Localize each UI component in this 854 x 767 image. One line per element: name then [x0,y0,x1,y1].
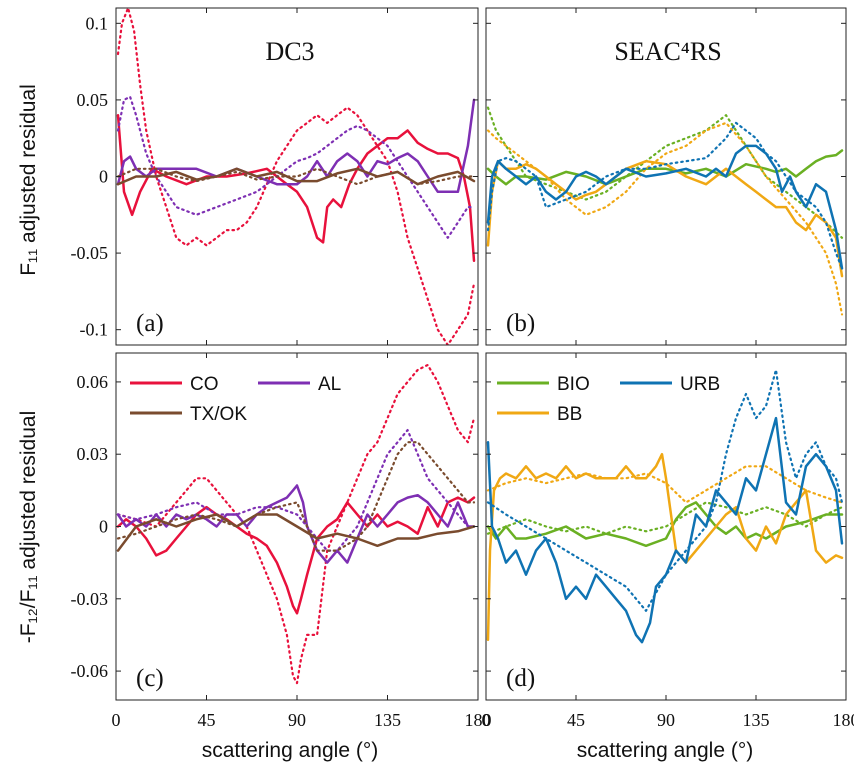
panel-a: -0.1 -0.05 0 0.05 0.1 DC3 (a) [71,7,479,346]
panel-c: 0 45 90 135 180 -0.06 -0.03 0 0.03 0.06 (c) CO AL TX/… [71,352,492,730]
y-tick-label: 0.1 [86,13,109,33]
y-tick-label: -0.06 [71,661,109,681]
x-tick-label: 135 [743,710,770,730]
y-axis-label-bottom: -F₁₂/F₁₁ adjusted residual [17,411,40,644]
series-bb-solid [486,452,844,642]
panel-title: SEAC⁴RS [614,37,721,66]
plot-area [486,368,844,644]
legend-label: URB [680,374,720,395]
plot-area [116,8,476,345]
x-tick-label: 45 [198,710,216,730]
series-urb-dotted [486,121,844,270]
series-bb-solid [486,159,844,278]
x-tick-label: 45 [567,710,585,730]
y-tick-label: 0.06 [77,372,109,392]
legend-label: AL [318,374,341,395]
x-tick-label: 0 [482,710,491,730]
series-tx-ok-dotted [116,167,476,186]
panel-label: (a) [136,310,164,337]
y-tick-label: 0.03 [77,444,109,464]
panel-d: 0 45 90 135 180 (d) BIO URB BB [482,352,854,730]
series-bio-dotted [486,501,844,535]
legend-label: TX/OK [190,404,247,425]
panel-title: DC3 [265,37,314,66]
series-tx-ok-solid [116,167,476,186]
y-axis-label-top: F₁₁ adjusted residual [17,84,40,276]
y-tick-label: -0.05 [71,243,109,263]
panel-label: (b) [506,310,535,337]
panel-b: SEAC⁴RS (b) [485,7,847,346]
series-co-dotted [116,8,476,345]
series-al-dotted [116,95,476,239]
series-bio-dotted [486,106,844,239]
x-tick-label: 135 [374,710,401,730]
series-urb-solid [486,144,844,270]
legend-label: BB [557,404,582,425]
y-tick-label: -0.1 [80,320,109,340]
series-bio-solid [486,501,844,548]
plot-area [116,363,476,685]
x-tick-label: 180 [465,710,492,730]
y-tick-label: -0.03 [71,589,109,609]
plot-area [486,106,844,316]
series-tx-ok-solid [116,513,476,552]
series-co-dotted [116,363,476,685]
legend: BIO URB BB [497,374,720,425]
panel-label: (c) [136,665,164,692]
series-tx-ok-dotted [116,441,476,552]
x-axis-label-right: scattering angle (°) [577,739,753,762]
x-tick-label: 180 [833,710,854,730]
y-tick-label: 0 [99,167,108,187]
panel-label: (d) [506,665,535,692]
legend: CO AL TX/OK [130,374,341,425]
x-axis-label-left: scattering angle (°) [202,739,378,762]
series-co-solid [116,113,476,263]
legend-label: BIO [557,374,590,395]
x-tick-label: 90 [288,710,306,730]
x-tick-label: 90 [657,710,675,730]
series-bb-dotted [486,121,844,316]
series-urb-dotted [486,368,844,612]
series-urb-solid [486,416,844,644]
x-tick-label: 0 [112,710,121,730]
series-bb-dotted [486,465,844,504]
series-co-solid [116,496,476,615]
y-tick-label: 0 [99,517,108,537]
series-al-dotted [116,429,476,552]
y-tick-label: 0.05 [77,90,109,110]
series-al-solid [116,484,476,564]
legend-label: CO [190,374,219,395]
